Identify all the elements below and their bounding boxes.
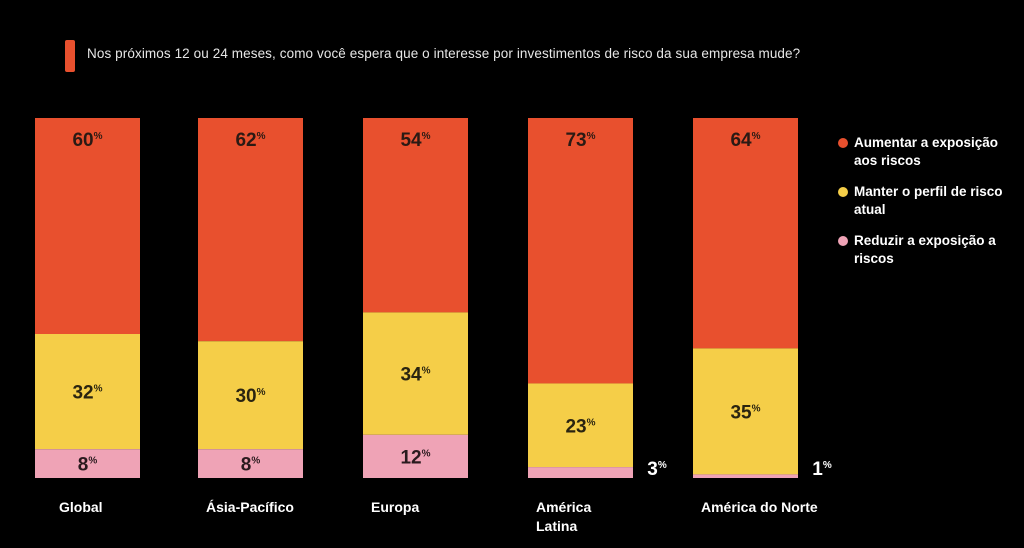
category-label-america-do-norte: América do Norte [701,499,818,515]
data-label-aumentar-america-do-norte: 64% [730,130,760,151]
category-label-asia-pacifico: Ásia-Pacífico [206,499,294,515]
data-label-manter-america-latina: 23% [565,416,595,437]
legend-swatch-manter [838,187,848,197]
question-marker [65,40,75,72]
bar-segment-manter-europa [363,312,468,435]
bar-segment-aumentar-global [35,118,140,334]
data-label-reduzir-global: 8% [78,455,98,476]
legend-item-manter: Manter o perfil de risco atual [838,183,1024,219]
data-label-manter-asia-pacifico: 30% [235,386,265,407]
data-label-aumentar-europa: 54% [400,130,430,151]
category-label-global: Global [59,499,103,515]
bar-america-latina: 73% 23% 3% [528,118,667,480]
legend-swatch-reduzir [838,236,848,246]
data-label-reduzir-america-latina: 3% [647,459,667,480]
bar-segment-aumentar-europa [363,118,468,313]
bar-america-do-norte: 64% 35% 1% [693,118,832,480]
legend-label-manter: Manter o perfil de risco atual [854,184,1003,217]
data-label-manter-america-do-norte: 35% [730,402,760,423]
bar-segment-manter-america-latina [528,383,633,468]
category-label-america-latina: América Latina [536,499,591,534]
question-text: Nos próximos 12 ou 24 meses, como você e… [87,46,801,61]
bar-segment-reduzir-europa [363,434,468,478]
data-label-reduzir-europa: 12% [400,447,430,468]
bar-europa: 54% 34% 12% [363,118,468,478]
bar-segment-reduzir-america-latina [528,467,633,478]
legend-swatch-aumentar [838,138,848,148]
data-label-aumentar-global: 60% [72,130,102,151]
bar-global: 60% 32% 8% [35,118,140,478]
legend: Aumentar a exposição aos riscos Manter o… [838,134,1024,281]
data-label-reduzir-america-do-norte: 1% [812,459,832,480]
bar-segment-manter-asia-pacifico [198,341,303,450]
data-label-manter-europa: 34% [400,365,430,386]
legend-label-reduzir: Reduzir a exposição a riscos [854,233,996,266]
data-label-manter-global: 32% [72,383,102,404]
category-label-europa: Europa [371,499,419,515]
bar-asia-pacifico: 62% 30% 8% [198,118,303,478]
legend-item-reduzir: Reduzir a exposição a riscos [838,232,1024,268]
bar-segment-reduzir-global [35,449,140,478]
bar-segment-reduzir-america-do-norte [693,474,798,478]
bar-segment-reduzir-asia-pacifico [198,449,303,478]
bar-segment-aumentar-america-do-norte [693,118,798,349]
legend-label-aumentar: Aumentar a exposição aos riscos [854,135,999,168]
data-label-aumentar-asia-pacifico: 62% [235,130,265,151]
bar-segment-aumentar-america-latina [528,118,633,384]
bar-segment-aumentar-asia-pacifico [198,118,303,342]
legend-item-aumentar: Aumentar a exposição aos riscos [838,134,1024,170]
bar-segment-manter-global [35,334,140,450]
data-label-aumentar-america-latina: 73% [565,130,595,151]
bar-segment-manter-america-do-norte [693,348,798,475]
data-label-reduzir-asia-pacifico: 8% [241,455,261,476]
